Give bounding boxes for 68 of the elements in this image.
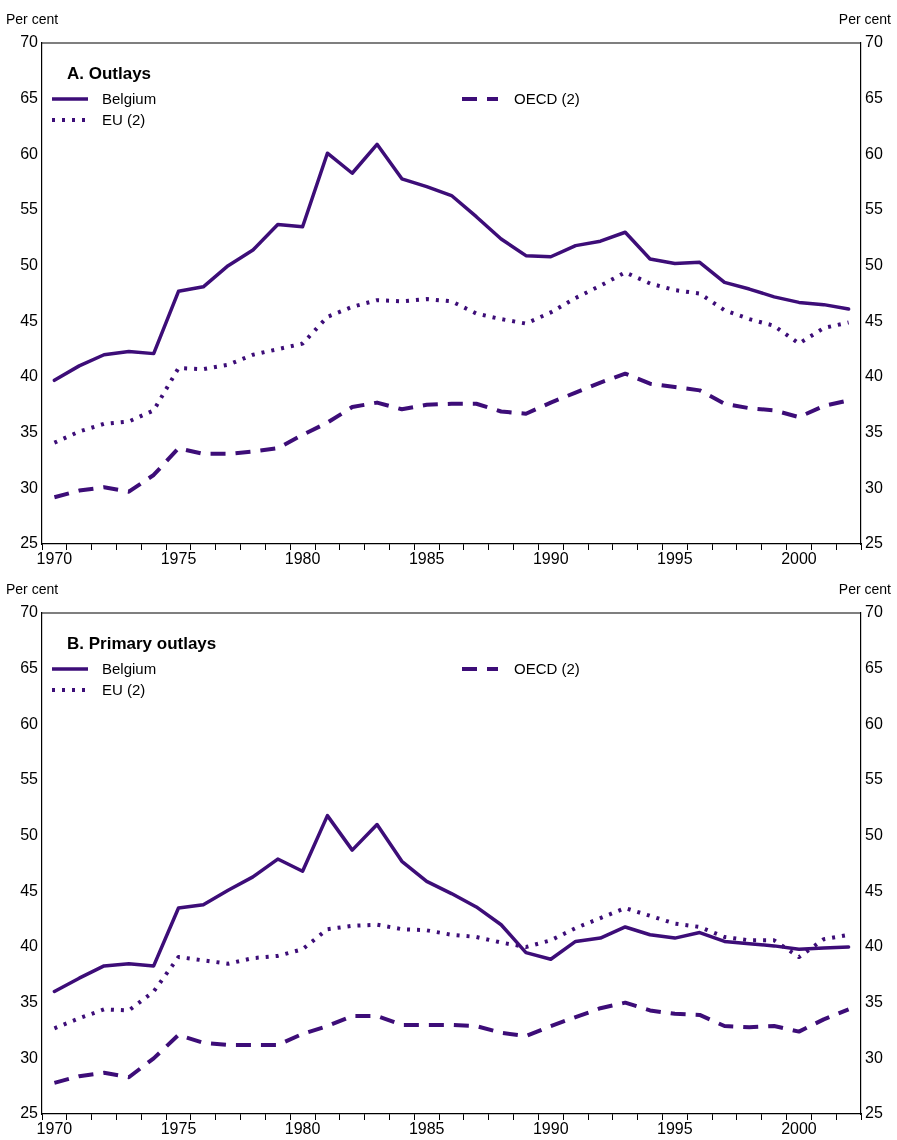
y2-tick-label: 35 (865, 423, 883, 441)
y-tick-label: 50 (20, 256, 39, 274)
legend-label: EU (2) (102, 111, 146, 129)
y2-tick-label: 25 (865, 534, 883, 552)
y2-tick-label: 50 (865, 826, 883, 844)
y2-tick-label: 55 (865, 770, 883, 788)
line-series (52, 1000, 851, 1085)
x-tick-label: 1990 (532, 1120, 569, 1138)
legend-label: OECD (2) (514, 90, 580, 108)
y-tick-label: 60 (20, 714, 39, 732)
y2-tick-label: 30 (865, 478, 883, 496)
y2-tick-label: 50 (865, 256, 883, 274)
x-tick-label: 1985 (408, 550, 445, 568)
y2-tick-label: 40 (865, 367, 883, 385)
y-tick-label: 65 (20, 89, 39, 107)
x-tick-label: 1970 (36, 1120, 73, 1138)
y2-tick-label: 65 (865, 89, 883, 107)
y-tick-label: 40 (20, 367, 39, 385)
y-tick-label: 45 (20, 881, 39, 899)
y-tick-label: 30 (20, 478, 39, 496)
y-tick-label: 70 (20, 603, 39, 621)
legend-label: EU (2) (102, 681, 146, 699)
y2-tick-label: 45 (865, 311, 883, 329)
y2-tick-label: 70 (865, 33, 883, 51)
legend-label: Belgium (102, 90, 157, 108)
x-tick-label: 2000 (781, 550, 817, 568)
x-tick-label: 1975 (160, 1120, 197, 1138)
y2-axis-title: Per cent (838, 11, 892, 27)
x-tick-label: 1990 (532, 550, 569, 568)
x-tick-label: 1995 (657, 1120, 693, 1138)
y-tick-label: 60 (20, 144, 39, 162)
x-tick-label: 1980 (284, 550, 321, 568)
y2-tick-label: 35 (865, 993, 883, 1011)
text: B. Primary outlays (67, 634, 217, 653)
x-tick-label: 1980 (284, 1120, 321, 1138)
legend-label: OECD (2) (514, 660, 580, 678)
y-tick-label: 45 (20, 311, 39, 329)
legend-label: Belgium (102, 660, 157, 678)
y2-tick-label: 45 (865, 881, 883, 899)
y2-tick-label: 55 (865, 200, 883, 218)
y-tick-label: 25 (20, 1104, 39, 1122)
y-axis-title: Per cent (6, 11, 59, 27)
y-axis-title: Per cent (6, 581, 59, 597)
y2-tick-label: 60 (865, 714, 883, 732)
x-tick-label: 1985 (408, 1120, 445, 1138)
x-tick-label: 2000 (781, 1120, 817, 1138)
y-tick-label: 40 (20, 937, 39, 955)
y-tick-label: 70 (20, 33, 39, 51)
y-tick-label: 50 (20, 826, 39, 844)
y-tick-label: 55 (20, 770, 39, 788)
text: A. Outlays (67, 64, 152, 83)
y2-tick-label: 30 (865, 1048, 883, 1066)
y-tick-label: 30 (20, 1048, 39, 1066)
y2-tick-label: 70 (865, 603, 883, 621)
y2-tick-label: 60 (865, 144, 883, 162)
line-series (52, 270, 851, 445)
y-tick-label: 25 (20, 534, 39, 552)
y2-axis-title: Per cent (838, 581, 892, 597)
y2-tick-label: 25 (865, 1104, 883, 1122)
y-tick-label: 55 (20, 200, 39, 218)
x-tick-label: 1995 (657, 550, 693, 568)
y-tick-label: 35 (20, 423, 39, 441)
y-tick-label: 35 (20, 993, 39, 1011)
y2-tick-label: 65 (865, 659, 883, 677)
y-tick-label: 65 (20, 659, 39, 677)
y2-tick-label: 40 (865, 937, 883, 955)
x-tick-label: 1970 (36, 550, 73, 568)
x-tick-label: 1975 (160, 550, 197, 568)
